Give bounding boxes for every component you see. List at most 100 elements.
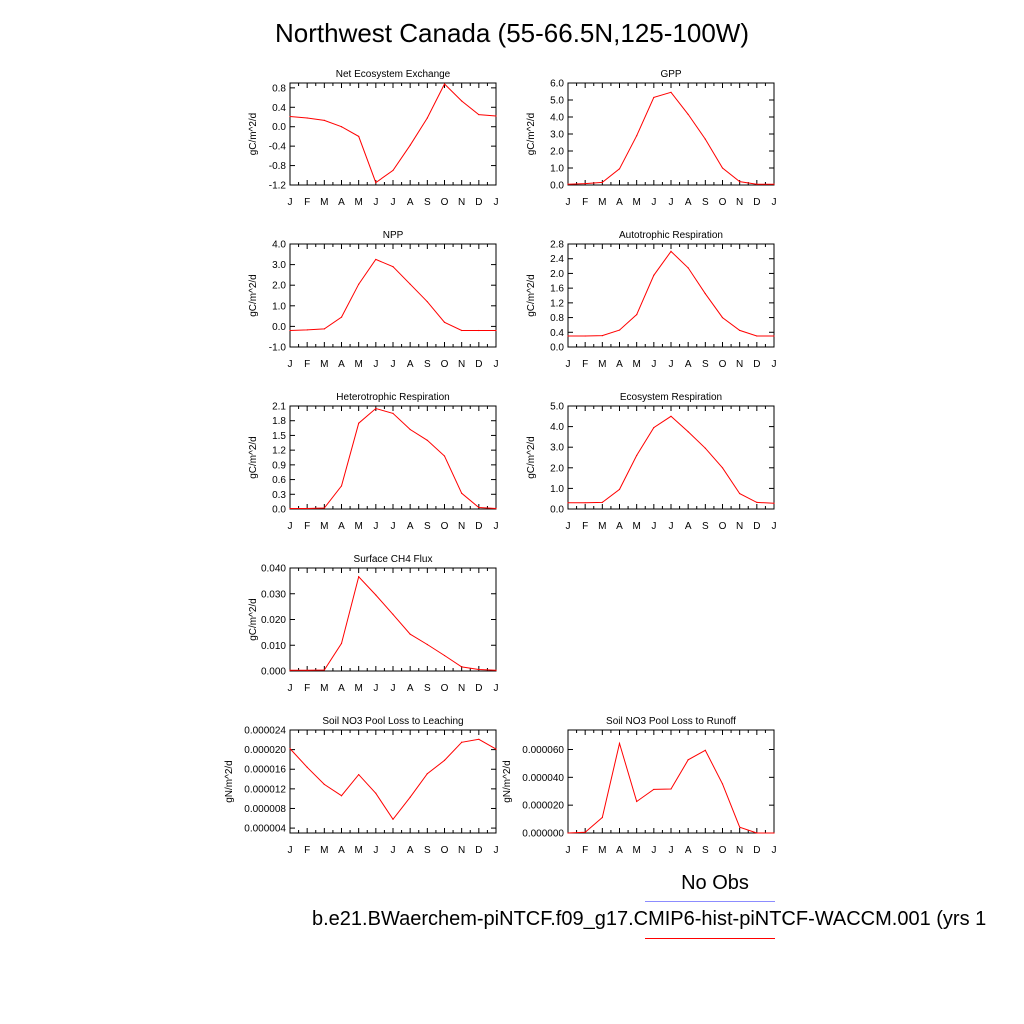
data-point [636, 454, 638, 457]
y-axis-label: gN/m^2/d [502, 760, 513, 803]
series-line [289, 258, 496, 331]
x-tick-label: F [304, 521, 310, 532]
data-point [323, 119, 325, 121]
chart-title: Surface CH4 Flux [354, 554, 433, 565]
data-point [426, 117, 428, 119]
data-point [340, 485, 343, 487]
x-tick-label: J [772, 845, 777, 856]
data-point [461, 666, 463, 668]
x-tick-label: D [475, 197, 482, 208]
plot-frame [289, 405, 497, 510]
data-point [375, 792, 377, 794]
x-tick-label: M [632, 359, 640, 370]
x-tick-label: N [458, 359, 465, 370]
data-point [601, 334, 603, 337]
data-point [289, 329, 291, 332]
data-point [478, 113, 480, 116]
data-point [323, 783, 325, 786]
y-tick-label: 0.000000 [522, 829, 564, 840]
x-tick-label: J [373, 197, 378, 208]
x-tick-label: D [753, 521, 760, 532]
data-point [426, 301, 428, 303]
data-point [687, 113, 689, 116]
x-tick-label: A [407, 521, 414, 532]
y-tick-label: 0.9 [272, 460, 286, 471]
data-point [618, 488, 621, 491]
data-point [670, 250, 672, 252]
chart-title: NPP [383, 230, 404, 241]
data-point [670, 415, 672, 417]
x-tick-label: O [441, 197, 449, 208]
x-tick-label: M [598, 197, 606, 208]
data-point [584, 183, 586, 185]
y-tick-label: 1.2 [272, 446, 286, 457]
x-tick-label: O [719, 359, 727, 370]
x-tick-label: M [598, 845, 606, 856]
data-point [687, 431, 689, 433]
data-point [584, 502, 586, 504]
x-tick-label: M [320, 683, 328, 694]
x-tick-label: A [338, 683, 345, 694]
x-tick-label: N [736, 197, 743, 208]
x-tick-label: J [391, 521, 396, 532]
data-point [306, 329, 308, 331]
x-tick-label: J [772, 521, 777, 532]
data-point [409, 283, 411, 285]
x-tick-label: J [373, 521, 378, 532]
data-point [306, 507, 308, 510]
series-line [290, 407, 497, 509]
data-point [721, 167, 724, 169]
x-tick-label: J [651, 197, 656, 208]
x-tick-label: S [424, 683, 431, 694]
y-tick-label: 1.0 [550, 484, 564, 495]
y-axis-label: gC/m^2/d [248, 113, 259, 156]
data-point [739, 181, 741, 183]
y-tick-label: -1.2 [269, 181, 287, 192]
data-point [478, 738, 480, 740]
y-tick-label: 1.0 [550, 164, 564, 175]
y-tick-label: 0.3 [272, 490, 286, 501]
x-tick-label: A [616, 359, 623, 370]
data-point [687, 759, 689, 761]
x-tick-label: S [424, 521, 431, 532]
legend-case-line [645, 938, 775, 939]
x-tick-label: M [354, 521, 362, 532]
y-tick-label: 3.0 [272, 260, 286, 271]
data-point [495, 669, 497, 671]
x-tick-label: J [669, 845, 674, 856]
x-tick-label: A [685, 197, 692, 208]
data-point [756, 183, 758, 185]
y-tick-label: 6.0 [550, 79, 564, 90]
y-tick-label: 0.6 [272, 475, 286, 486]
series-line [289, 83, 497, 184]
x-tick-label: J [651, 845, 656, 856]
x-tick-label: M [632, 521, 640, 532]
y-tick-label: 0.000012 [244, 784, 286, 795]
legend-obs-line [645, 901, 775, 902]
x-tick-label: J [494, 359, 499, 370]
y-tick-label: 5.0 [550, 402, 564, 413]
y-tick-label: 2.0 [550, 147, 564, 158]
x-tick-label: F [304, 197, 310, 208]
x-tick-label: M [354, 197, 362, 208]
data-point [289, 115, 291, 118]
x-tick-label: F [582, 359, 588, 370]
data-point [392, 169, 394, 172]
data-point [756, 832, 758, 834]
x-tick-label: J [391, 683, 396, 694]
data-point [704, 138, 706, 140]
y-tick-label: 0.000020 [522, 801, 564, 812]
data-point [653, 96, 655, 99]
x-tick-label: M [320, 197, 328, 208]
data-point [636, 314, 638, 316]
data-point [478, 506, 480, 509]
data-point [495, 329, 497, 332]
y-axis-label: gC/m^2/d [248, 274, 259, 317]
x-tick-label: F [304, 359, 310, 370]
x-tick-label: F [304, 683, 310, 694]
x-tick-label: A [685, 521, 692, 532]
